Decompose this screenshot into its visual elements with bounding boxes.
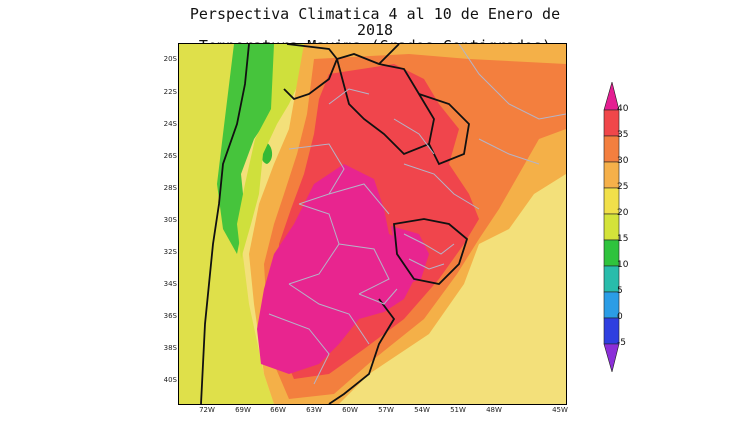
colorbar-tick-label: 35 (617, 130, 629, 140)
extreme-zone-magenta (257, 164, 417, 374)
lat-label: 30S (163, 216, 177, 224)
province-lines (268, 44, 566, 385)
colorbar-bottom-arrow (603, 343, 620, 372)
lon-label: 54W (414, 406, 430, 414)
lon-label: 48W (486, 406, 502, 414)
brazil-border (378, 44, 470, 166)
lon-label: 51W (450, 406, 466, 414)
lat-label: 32S (163, 248, 177, 256)
lon-label: 66W (270, 406, 286, 414)
country-borders (200, 44, 470, 404)
lon-label: 57W (378, 406, 394, 414)
colorbar-tick-label: 40 (617, 104, 629, 114)
lat-label: 34S (163, 280, 177, 288)
lat-label: 38S (163, 344, 177, 352)
argentina-coast (328, 298, 396, 404)
lon-label: 72W (199, 406, 215, 414)
temperature-colorbar (603, 82, 620, 372)
uruguay-border (393, 218, 469, 285)
lon-label: 45W (552, 406, 568, 414)
lon-label: 60W (342, 406, 358, 414)
temperature-map (178, 43, 567, 405)
lat-label: 28S (163, 184, 177, 192)
lat-label: 24S (163, 120, 177, 128)
lat-label: 26S (163, 152, 177, 160)
lat-label: 36S (163, 312, 177, 320)
paraguay-border (335, 53, 435, 156)
title-line-1: Perspectiva Climatica 4 al 10 de Enero d… (189, 5, 561, 39)
colorbar-tick-label: 5 (617, 286, 623, 296)
andes-highland-zone (237, 44, 309, 259)
chile-argentina-border (200, 44, 250, 404)
colorbar-tick-label: 25 (617, 182, 629, 192)
lat-label: 22S (163, 88, 177, 96)
lon-label: 63W (306, 406, 322, 414)
colorbar-tick-label: -5 (617, 338, 626, 348)
bolivia-border (283, 44, 339, 101)
map-svg (179, 44, 566, 404)
lat-label: 40S (163, 376, 177, 384)
colorbar-tick-label: 10 (617, 260, 629, 270)
colorbar-tick-label: 0 (617, 312, 623, 322)
lat-label: 20S (163, 55, 177, 63)
andes-green-zone (217, 44, 279, 254)
extreme-zone-magenta-east (391, 226, 429, 284)
lon-label: 69W (235, 406, 251, 414)
colorbar-tick-label: 30 (617, 156, 629, 166)
colorbar-tick-label: 20 (617, 208, 629, 218)
colorbar-tick-label: 15 (617, 234, 629, 244)
